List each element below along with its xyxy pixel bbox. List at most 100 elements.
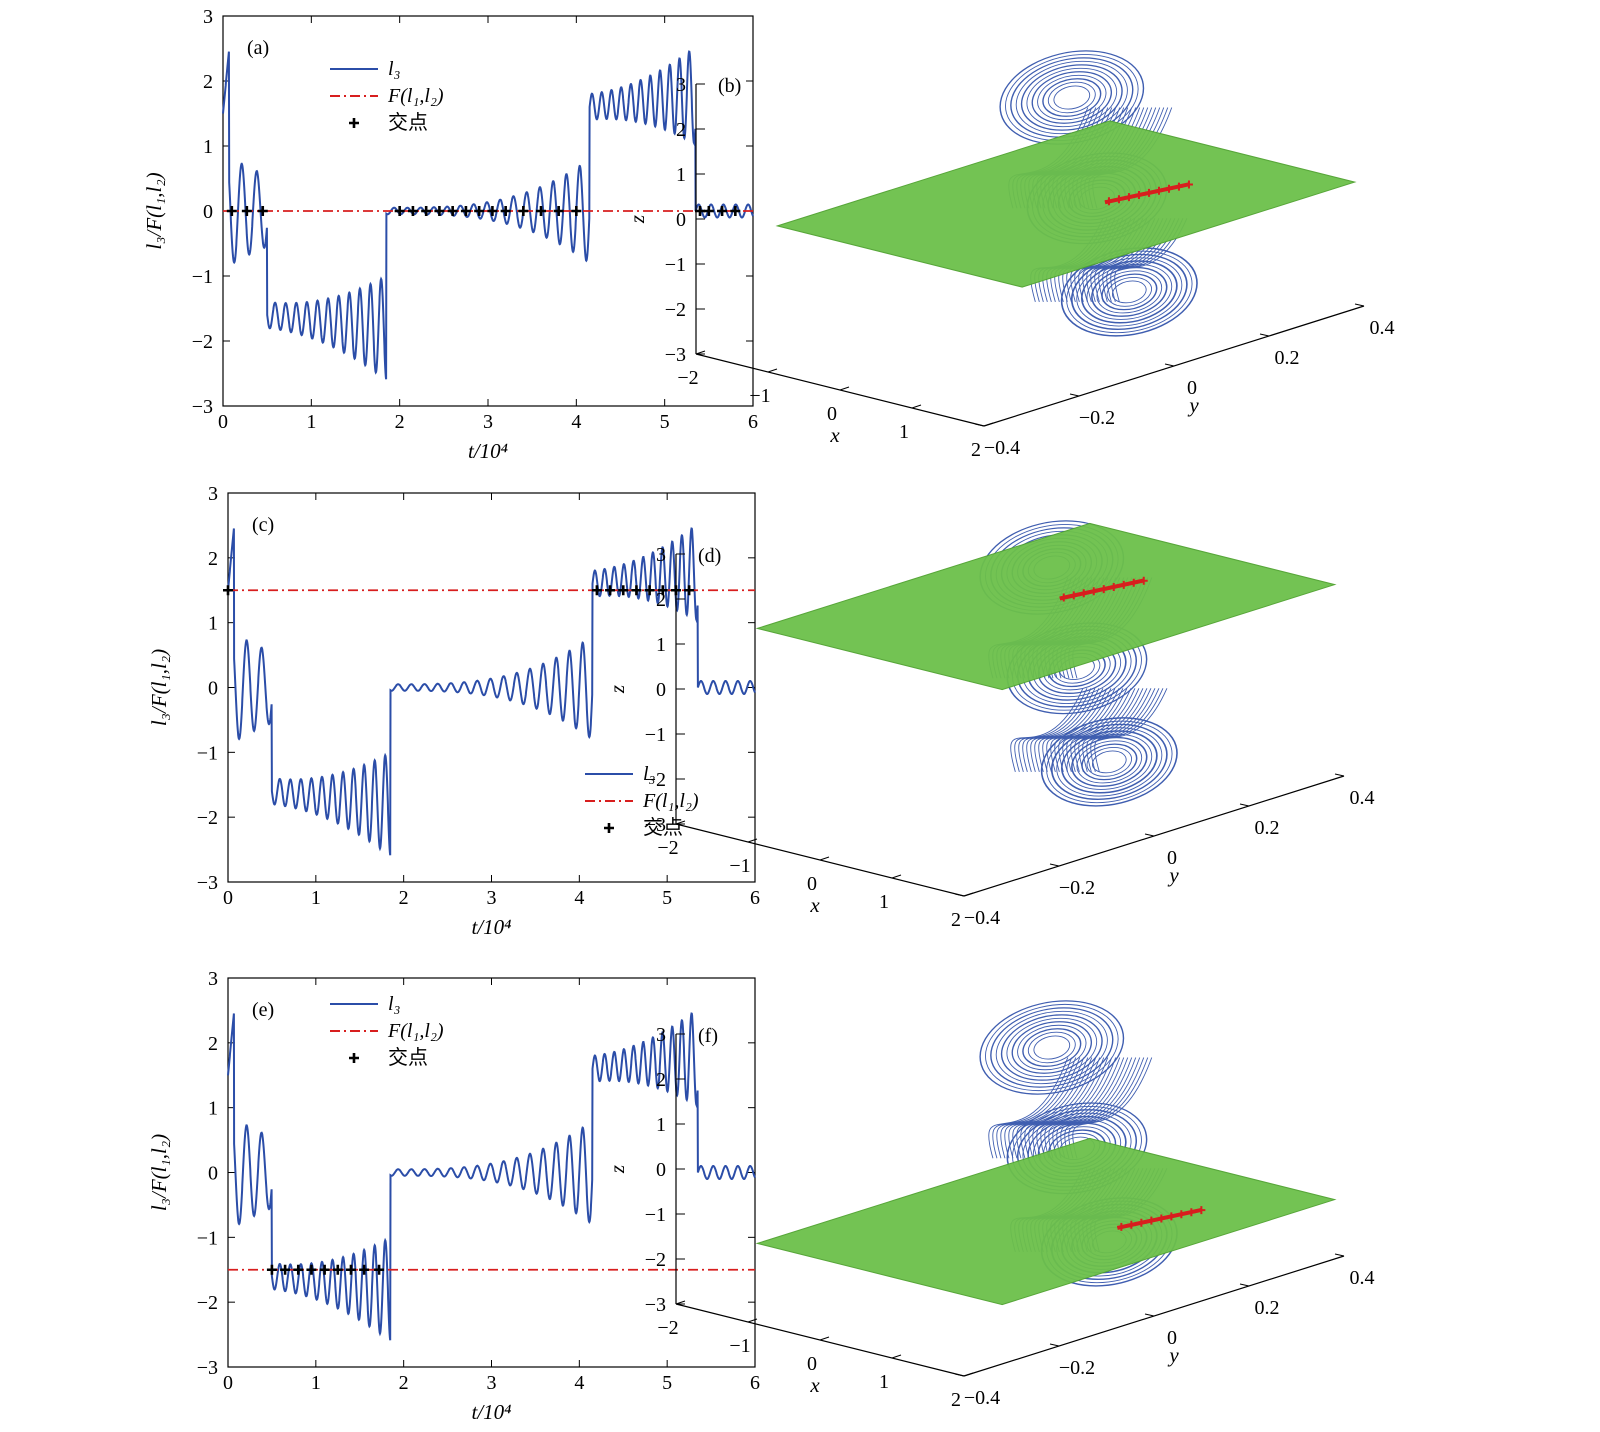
z-tick-label: 2	[656, 589, 666, 611]
z-tick-label: −1	[645, 1204, 666, 1226]
z-tick-label: −3	[645, 1294, 666, 1316]
intersection-marker	[695, 206, 705, 216]
y-tick-label: 3	[208, 483, 218, 505]
line-chart-c: 0 1 2 3 4 5 6−3−2−10123t/10⁴l₃/F(l₁,l₂)(c)l₃F(…	[147, 483, 760, 939]
y-tick	[1049, 1343, 1060, 1347]
panel-label: (d)	[698, 545, 721, 567]
intersection-marker	[226, 206, 237, 216]
legend: l₃ F(l₁,l₂) 交点	[585, 763, 699, 839]
y-tick-label: 0	[208, 678, 218, 700]
x-tick-label: 2	[399, 1372, 409, 1394]
panel-label: (e)	[252, 999, 274, 1021]
x-tick	[819, 856, 830, 861]
x-tick-label: 1	[311, 887, 321, 909]
intersection-plane	[755, 522, 1337, 691]
y-tick-label: 2	[208, 1033, 218, 1055]
line-chart-a: 0 1 2 3 4 5 6−3−2−10123t/10⁴l₃/F(l₁,l₂)(a)l₃F(…	[142, 6, 758, 463]
panel-label: (f)	[698, 1025, 718, 1047]
crossing-marker	[1114, 195, 1123, 204]
y-tick	[954, 1373, 965, 1377]
legend-label: F(l₁,l₂)	[387, 1020, 444, 1042]
intersection-marker	[730, 206, 741, 216]
x-tick-label: −2	[657, 837, 678, 859]
x-axis-label: x	[809, 893, 820, 917]
legend-swatch	[604, 823, 614, 833]
y-axis-label: y	[1187, 393, 1199, 417]
y-tick-label: 0.4	[1370, 317, 1395, 339]
y-tick	[1334, 1253, 1345, 1257]
crossing-marker	[1167, 1212, 1176, 1221]
x-tick-label: 1	[879, 1371, 889, 1393]
crossing-marker	[1127, 1220, 1136, 1229]
crossing-marker	[1104, 197, 1113, 206]
y-tick	[1164, 363, 1175, 367]
x-tick-label: 2	[971, 439, 981, 461]
x-tick-label: 6	[750, 1372, 760, 1394]
crossing-marker	[1184, 180, 1193, 189]
intersection-marker	[319, 1264, 330, 1275]
z-tick-label: 1	[656, 1114, 666, 1136]
y-axis-label: l₃/F(l₁,l₂)	[142, 172, 166, 249]
intersection-marker	[631, 585, 642, 596]
attractor-lobe	[999, 50, 1145, 145]
x-tick-label: 3	[483, 411, 493, 433]
y-tick	[1259, 333, 1270, 337]
crossing-trace	[1104, 180, 1193, 206]
intersection-marker	[500, 206, 511, 216]
y-tick-label: −3	[197, 872, 218, 894]
y-tick-label: −3	[197, 1357, 218, 1379]
y-axis-label: y	[1167, 863, 1179, 887]
y-tick-label: 1	[203, 136, 213, 158]
intersection-marker	[359, 1264, 370, 1275]
x-tick	[891, 874, 902, 879]
x-axis-label: x	[809, 1373, 820, 1397]
intersection-plane	[775, 120, 1357, 288]
z-tick-label: 0	[656, 679, 666, 701]
y-tick-label: −1	[192, 266, 213, 288]
y-tick-label: 0.2	[1255, 817, 1280, 839]
x-tick-label: 0	[223, 887, 233, 909]
intersection-marker	[703, 206, 714, 216]
intersection-marker	[657, 585, 668, 596]
x-axis-label: t/10⁴	[472, 915, 512, 939]
intersection-marker	[266, 1264, 277, 1275]
x-tick-label: 4	[571, 411, 581, 433]
crossing-marker	[1119, 580, 1128, 589]
x-tick	[963, 1372, 974, 1377]
z-axis-label: z	[605, 1165, 629, 1174]
intersection-marker	[280, 1264, 291, 1275]
crossing-marker	[1129, 578, 1138, 587]
y-tick-label: −2	[197, 1292, 218, 1314]
y-tick	[1239, 803, 1250, 807]
x-tick-label: 1	[899, 421, 909, 443]
legend-swatch	[349, 1053, 359, 1063]
y-tick-label: 0	[1187, 377, 1197, 399]
z-tick-label: −2	[645, 1249, 666, 1271]
y-tick-label: 2	[208, 548, 218, 570]
y-tick-label: −2	[197, 807, 218, 829]
intersection-marker	[332, 1264, 343, 1275]
y-axis-label: l₃/F(l₁,l₂)	[147, 649, 171, 726]
x-tick-label: 0	[807, 873, 817, 895]
x-tick-label: −1	[729, 855, 750, 877]
crossing-marker	[1177, 1210, 1186, 1219]
z-tick-label: 3	[656, 1024, 666, 1046]
z-tick-label: −1	[645, 724, 666, 746]
intersection-marker	[293, 1264, 304, 1275]
crossing-marker	[1154, 186, 1163, 195]
x-axis-label: x	[829, 423, 840, 447]
x-tick-label: 0	[223, 1372, 233, 1394]
x-tick	[963, 892, 974, 897]
intersection-marker	[421, 206, 432, 216]
crossing-marker	[1124, 193, 1133, 202]
intersection-marker	[241, 206, 252, 216]
y-tick	[1334, 773, 1345, 777]
y-tick-label: −0.2	[1059, 1357, 1095, 1379]
crossing-marker	[1117, 1222, 1126, 1231]
intersection-marker	[644, 585, 655, 596]
y-axis-label: y	[1167, 1343, 1179, 1367]
y-tick-label: −3	[192, 396, 213, 418]
attractor-lobe	[979, 1000, 1125, 1095]
